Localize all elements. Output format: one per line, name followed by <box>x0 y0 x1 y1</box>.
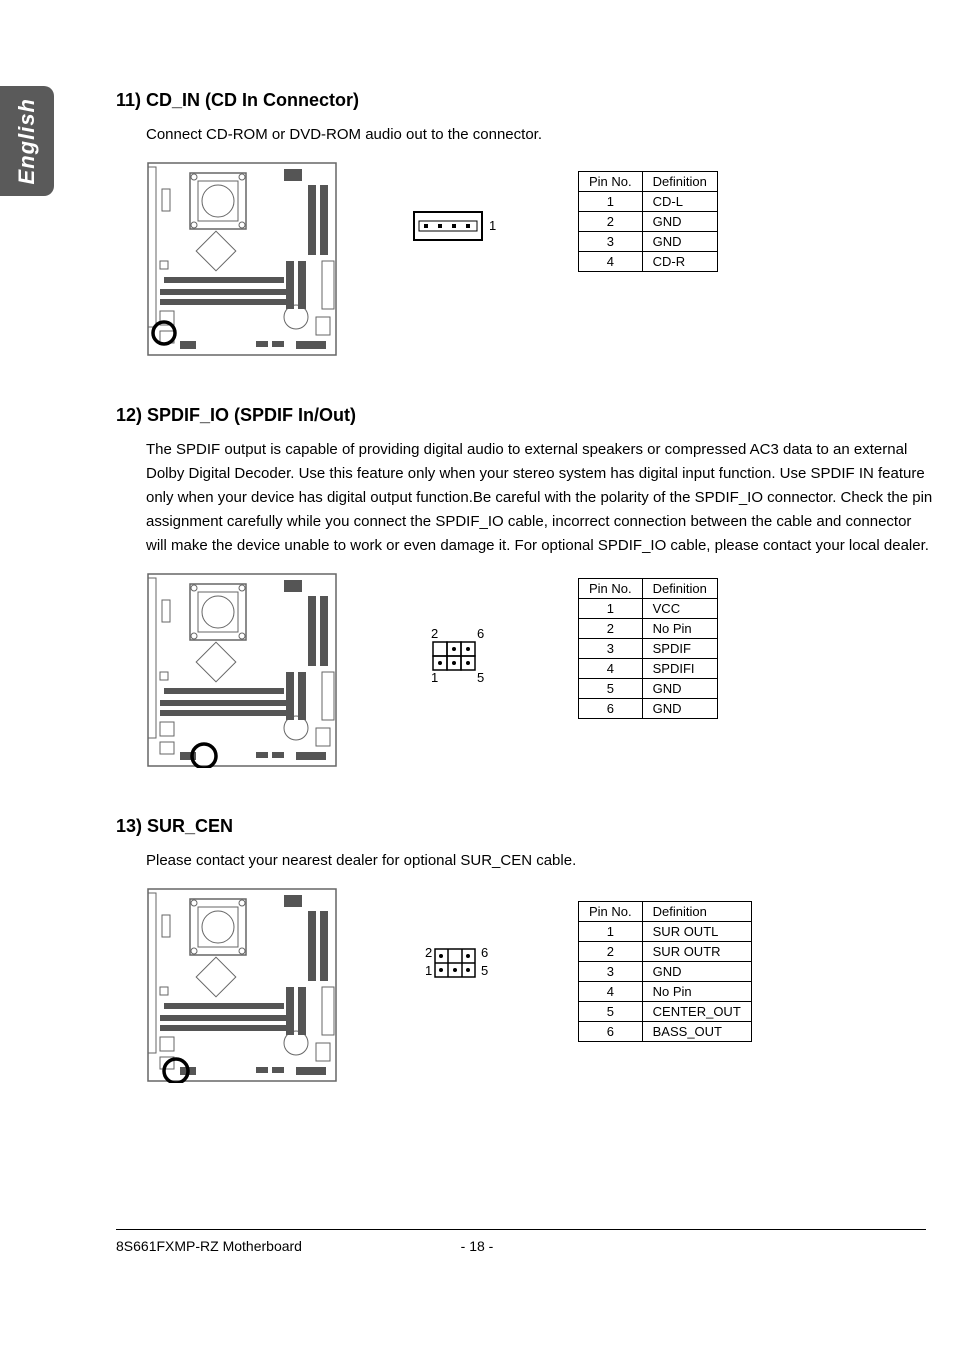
section-12: 12) SPDIF_IO (SPDIF In/Out) The SPDIF ou… <box>116 405 936 768</box>
pin-table-13: Pin No. Definition 1SUR OUTL 2SUR OUTR 3… <box>578 901 752 1042</box>
section-13-desc: Please contact your nearest dealer for o… <box>146 849 936 873</box>
th-def: Definition <box>642 172 717 192</box>
table-row: 3SPDIF <box>579 639 718 659</box>
section-12-desc: The SPDIF output is capable of providing… <box>146 438 936 558</box>
table-row: 1SUR OUTL <box>579 922 752 942</box>
table-header-row: Pin No. Definition <box>579 579 718 599</box>
svg-text:2: 2 <box>431 628 438 641</box>
table-row: 3GND <box>579 962 752 982</box>
footer-rule <box>116 1229 926 1230</box>
svg-text:5: 5 <box>477 670 484 684</box>
section-11: 11) CD_IN (CD In Connector) Connect CD-R… <box>116 90 936 357</box>
svg-text:1: 1 <box>431 670 438 684</box>
table-row: 1VCC <box>579 599 718 619</box>
table-header-row: Pin No. Definition <box>579 902 752 922</box>
table-row: 5GND <box>579 679 718 699</box>
table-row: 4CD-R <box>579 252 718 272</box>
section-12-title: 12) SPDIF_IO (SPDIF In/Out) <box>116 405 936 426</box>
section-13-title: 13) SUR_CEN <box>116 816 936 837</box>
section-13: 13) SUR_CEN Please contact your nearest … <box>116 816 936 1083</box>
footer-page-number: - 18 - <box>0 1238 954 1254</box>
section-11-title: 11) CD_IN (CD In Connector) <box>116 90 936 111</box>
svg-text:5: 5 <box>481 963 488 978</box>
connector-diagram-11: 1 <box>378 211 538 247</box>
table-row: 6GND <box>579 699 718 719</box>
language-tab-text: English <box>14 98 40 184</box>
svg-text:2: 2 <box>425 945 432 960</box>
svg-text:1: 1 <box>425 963 432 978</box>
table-row: 2GND <box>579 212 718 232</box>
language-tab: English <box>0 86 54 196</box>
mobo-diagram-13 <box>146 887 338 1083</box>
svg-text:6: 6 <box>477 628 484 641</box>
table-row: 2No Pin <box>579 619 718 639</box>
table-row: 5CENTER_OUT <box>579 1002 752 1022</box>
table-header-row: Pin No. Definition <box>579 172 718 192</box>
table-row: 4No Pin <box>579 982 752 1002</box>
pin-table-12: Pin No. Definition 1VCC 2No Pin 3SPDIF 4… <box>578 578 718 719</box>
mobo-diagram-11 <box>146 161 338 357</box>
table-row: 3GND <box>579 232 718 252</box>
pin-table-11: Pin No. Definition 1CD-L 2GND 3GND 4CD-R <box>578 171 718 272</box>
connector-diagram-13: 2 6 1 5 <box>378 943 538 987</box>
mobo-diagram-12 <box>146 572 338 768</box>
section-11-desc: Connect CD-ROM or DVD-ROM audio out to t… <box>146 123 936 147</box>
table-row: 2SUR OUTR <box>579 942 752 962</box>
table-row: 1CD-L <box>579 192 718 212</box>
th-pinno: Pin No. <box>579 172 643 192</box>
page-content: 11) CD_IN (CD In Connector) Connect CD-R… <box>116 90 936 1131</box>
table-row: 6BASS_OUT <box>579 1022 752 1042</box>
table-row: 4SPDIFI <box>579 659 718 679</box>
connector-diagram-12: 2 6 1 5 <box>378 628 538 684</box>
cd-in-pin1-label: 1 <box>489 218 496 233</box>
svg-text:6: 6 <box>481 945 488 960</box>
